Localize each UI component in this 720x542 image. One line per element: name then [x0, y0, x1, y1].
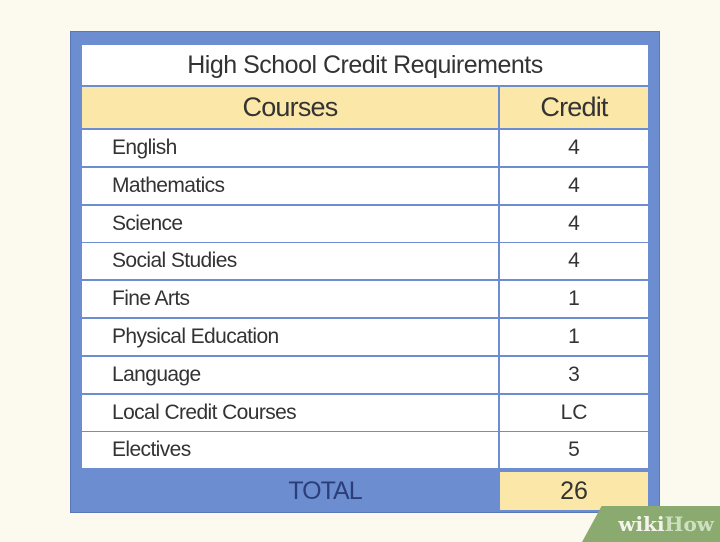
table-row: Mathematics 4	[82, 167, 648, 204]
header-credit: Credit	[500, 87, 648, 128]
credit-cell: 4	[500, 167, 648, 204]
watermark-wiki: wiki	[618, 512, 665, 536]
table-row: Electives 5	[82, 432, 648, 469]
watermark-how: How	[664, 512, 714, 536]
credit-cell: 1	[500, 319, 648, 355]
credit-cell: LC	[500, 394, 648, 431]
total-row: TOTAL 26	[82, 472, 648, 510]
table-row: Science 4	[82, 205, 648, 242]
credit-cell: 5	[500, 432, 648, 469]
course-cell: Language	[82, 356, 498, 393]
credit-cell: 4	[500, 130, 648, 166]
wikihow-watermark: wiki How	[582, 506, 720, 542]
table-row: Physical Education 1	[82, 319, 648, 355]
course-cell: Electives	[82, 432, 498, 469]
table-row: English 4	[82, 130, 648, 166]
credit-cell: 4	[500, 205, 648, 242]
table-row: Local Credit Courses LC	[82, 394, 648, 431]
course-cell: English	[82, 130, 498, 166]
credit-cell: 1	[500, 281, 648, 318]
course-cell: Physical Education	[82, 319, 498, 355]
total-label: TOTAL	[288, 476, 362, 505]
total-value: 26	[500, 472, 648, 510]
course-cell: Social Studies	[82, 243, 498, 280]
course-cell: Local Credit Courses	[82, 394, 498, 431]
table-row: Language 3	[82, 356, 648, 393]
course-cell: Mathematics	[82, 167, 498, 204]
table-title: High School Credit Requirements	[82, 45, 648, 85]
credit-cell: 3	[500, 356, 648, 393]
table-header-row: Courses Credit	[82, 87, 648, 128]
course-cell: Fine Arts	[82, 281, 498, 318]
course-cell: Science	[82, 205, 498, 242]
table-row: Social Studies 4	[82, 243, 648, 280]
header-courses: Courses	[82, 87, 498, 128]
table-row: Fine Arts 1	[82, 281, 648, 318]
credit-cell: 4	[500, 243, 648, 280]
